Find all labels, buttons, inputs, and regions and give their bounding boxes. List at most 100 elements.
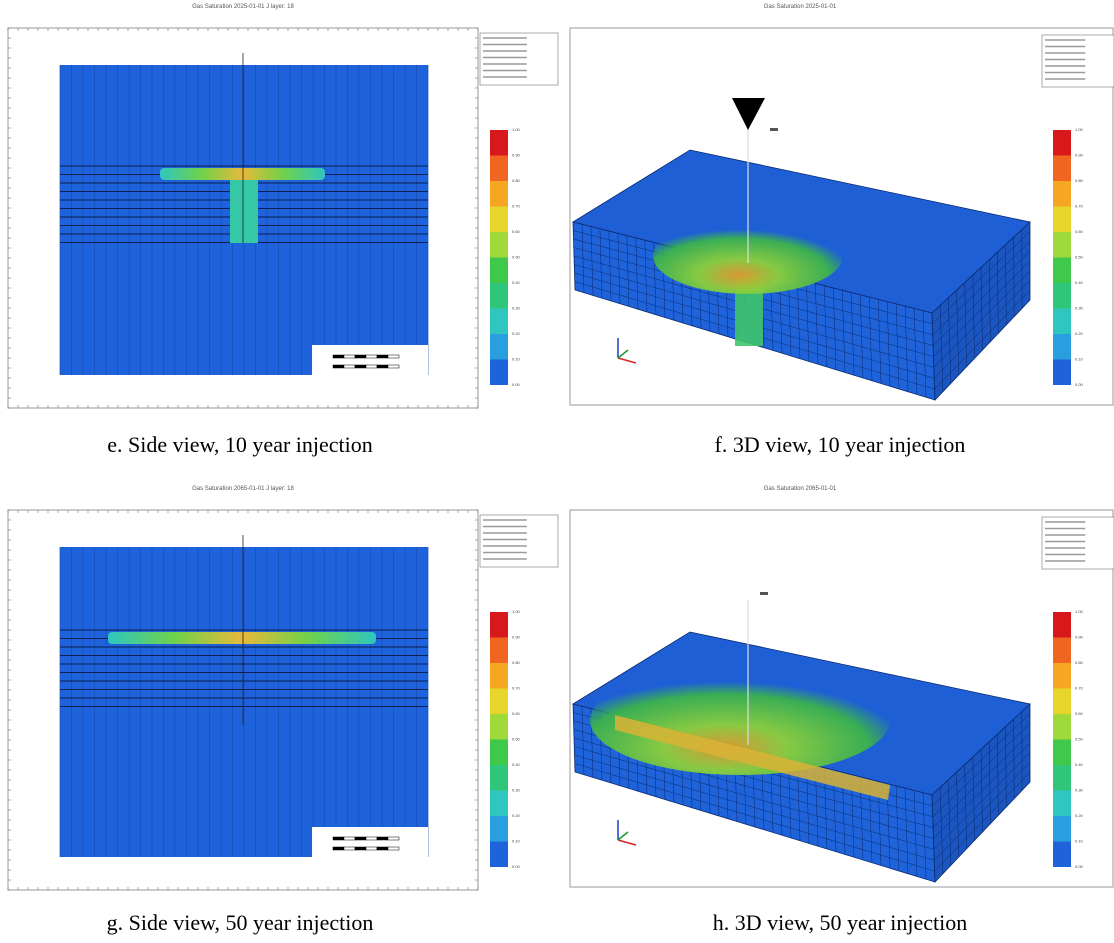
colorbar-cell [1053,181,1071,207]
colorbar-cell [1053,765,1071,791]
colorbar-cell [1053,232,1071,258]
colorbar-tick: 0.90 [512,635,521,640]
gas-plume [108,632,376,644]
scale-bar [355,847,366,850]
colorbar-cell [490,765,508,791]
scale-bar [366,355,377,358]
page: Gas Saturation 2025-01-01 J layer: 18 1.0… [0,0,1114,943]
colorbar-tick: 1.00 [512,127,521,132]
colorbar-tick: 0.80 [512,178,521,183]
colorbar-tick: 0.20 [512,813,521,818]
panel-title: Gas Saturation 2065-01-01 [764,486,837,492]
gas-column [230,178,258,243]
colorbar-tick: 0.20 [512,331,521,336]
caption: h. 3D view, 50 year injection [713,910,968,935]
colorbar-cell [490,360,508,386]
colorbar-cell [490,334,508,360]
figure: Gas Saturation 2025-01-01 J layer: 18 1.0… [0,0,1114,943]
scale-bar [366,365,377,368]
scale-box [312,345,428,375]
colorbar-tick: 0.40 [512,280,521,285]
colorbar-tick: 0.70 [1075,686,1084,691]
colorbar-tick: 0.90 [1075,153,1084,158]
side-view-panel: Gas Saturation 2065-01-01 J layer: 181.0… [8,486,558,890]
colorbar-tick: 0.00 [1075,864,1084,869]
scale-bar [377,847,388,850]
scale-bar [366,837,377,840]
colorbar-cell [490,740,508,766]
colorbar-cell [1053,816,1071,842]
caption: f. 3D view, 10 year injection [715,432,966,457]
colorbar-cell [1053,714,1071,740]
colorbar-cell [1053,638,1071,664]
colorbar-tick: 0.60 [512,711,521,716]
colorbar-cell [490,156,508,182]
colorbar-tick: 0.70 [1075,204,1084,209]
colorbar-cell [490,232,508,258]
scale-bar [344,355,355,358]
caption: e. Side view, 10 year injection [107,432,373,457]
side-view-panel: Gas Saturation 2025-01-01 J layer: 18 1.0… [8,4,558,408]
colorbar-tick: 0.50 [1075,737,1084,742]
scale-bar [333,365,344,368]
colorbar-tick: 0.80 [1075,178,1084,183]
scale-bar [377,355,388,358]
colorbar-tick: 0.60 [1075,711,1084,716]
colorbar-tick: 1.00 [512,609,521,614]
colorbar-cell [490,309,508,335]
scale-bar [344,365,355,368]
colorbar-cell [490,181,508,207]
colorbar-cell [490,638,508,664]
scale-bar [388,355,399,358]
scale-bar [333,837,344,840]
colorbar-tick: 0.00 [512,382,521,387]
gas-plume [160,168,325,180]
colorbar-tick: 0.50 [1075,255,1084,260]
colorbar-cell [490,258,508,284]
colorbar-cell [1053,283,1071,309]
scale-bar [377,365,388,368]
colorbar-tick: 0.00 [1075,382,1084,387]
colorbar-tick: 0.60 [512,229,521,234]
colorbar-cell [1053,334,1071,360]
colorbar-tick: 0.30 [512,306,521,311]
colorbar-cell [1053,663,1071,689]
scale-bar [388,837,399,840]
colorbar-tick: 0.30 [512,788,521,793]
colorbar-tick: 0.80 [512,660,521,665]
scale-bar [388,847,399,850]
colorbar-tick: 0.70 [512,686,521,691]
colorbar-tick: 0.70 [512,204,521,209]
colorbar-cell [1053,207,1071,233]
colorbar-tick: 0.30 [1075,788,1084,793]
colorbar-tick: 0.20 [1075,813,1084,818]
colorbar-tick: 0.10 [512,839,521,844]
panel-title: Gas Saturation 2025-01-01 J layer: 18 [192,4,294,10]
colorbar-tick: 0.30 [1075,306,1084,311]
three-d-panel: Gas Saturation 2025-01-011.000.900.800.7… [570,4,1114,405]
scale-bar [355,355,366,358]
colorbar-cell [490,663,508,689]
colorbar-tick: 0.60 [1075,229,1084,234]
colorbar-cell [1053,309,1071,335]
colorbar-tick: 0.10 [1075,839,1084,844]
colorbar-tick: 0.10 [512,357,521,362]
colorbar-tick: 0.90 [512,153,521,158]
colorbar-cell [490,207,508,233]
colorbar-tick: 0.10 [1075,357,1084,362]
colorbar-tick: 0.50 [512,737,521,742]
colorbar-tick: 1.00 [1075,609,1084,614]
colorbar-cell [490,842,508,868]
colorbar-tick: 0.90 [1075,635,1084,640]
colorbar-tick: 0.80 [1075,660,1084,665]
three-d-panel: Gas Saturation 2065-01-01 1.00 0.90 0.80 0.7… [570,486,1114,887]
colorbar-cell [1053,360,1071,386]
colorbar-tick: 0.40 [1075,762,1084,767]
colorbar-cell [1053,842,1071,868]
well-label [770,128,778,131]
scale-bar [366,847,377,850]
panel-title: Gas Saturation 2025-01-01 [764,4,837,10]
colorbar-cell [490,689,508,715]
scale-bar [388,365,399,368]
well-label [760,592,768,595]
